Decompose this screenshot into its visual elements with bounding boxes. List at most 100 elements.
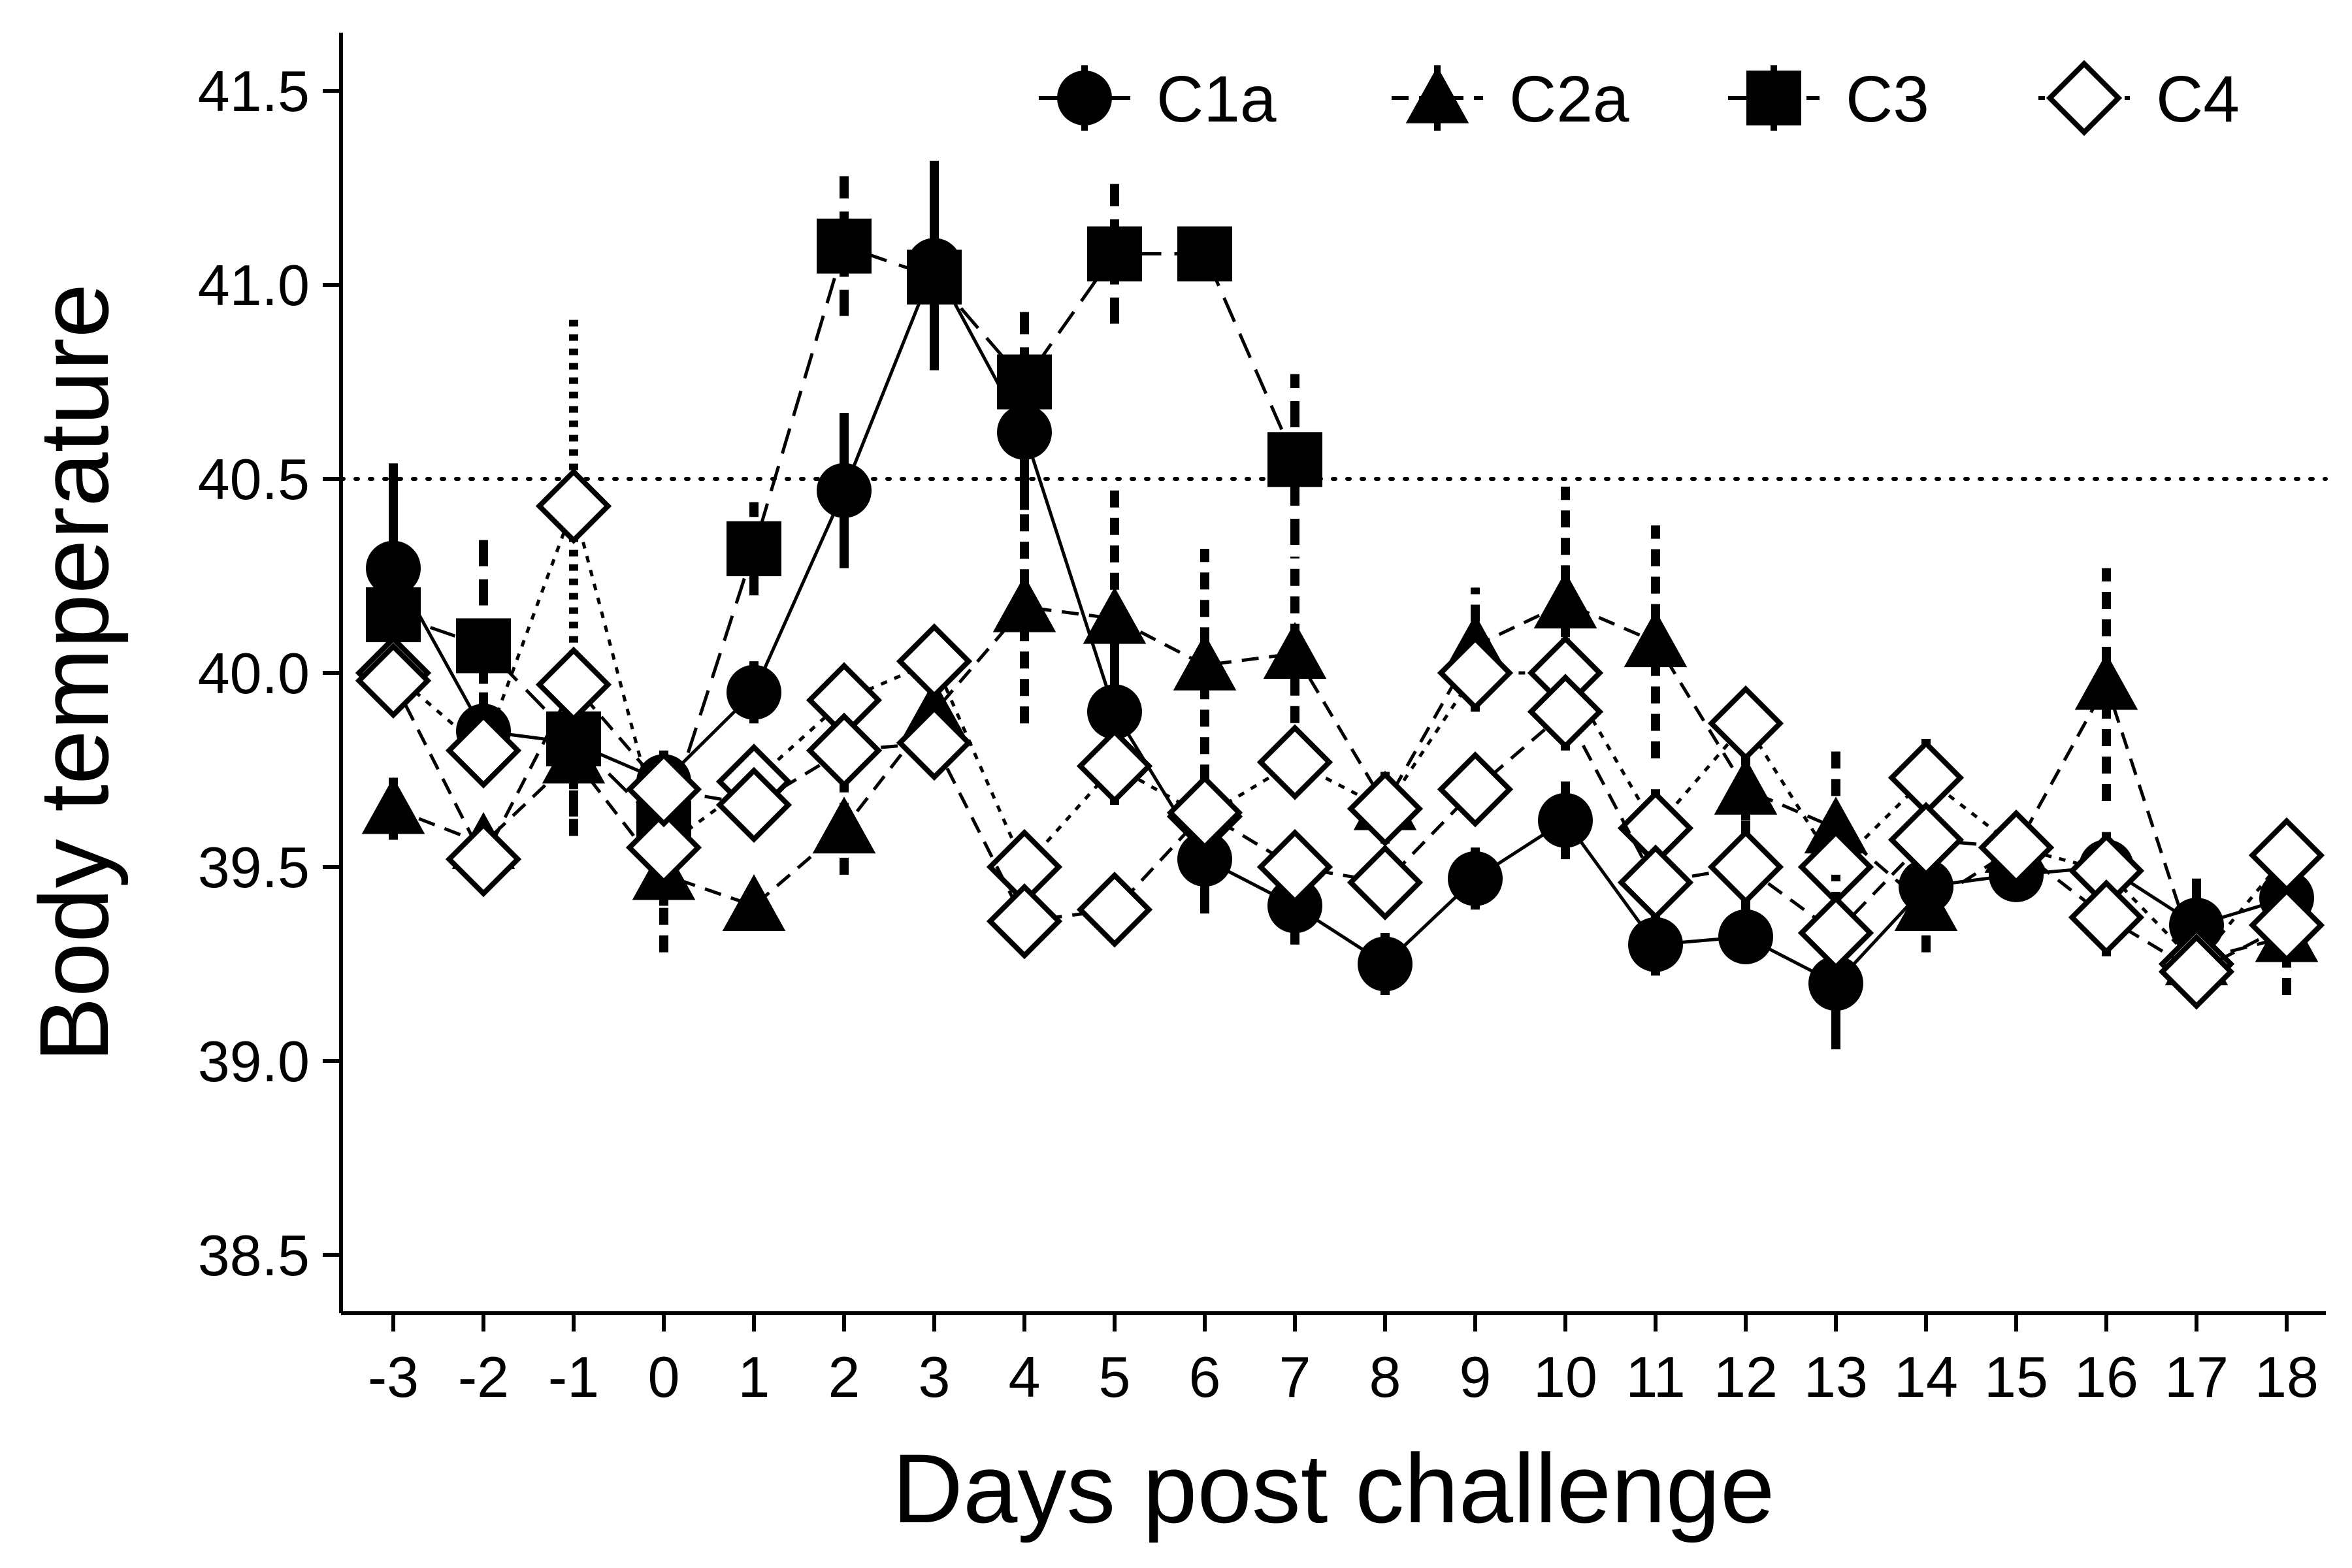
x-tick-label: 10: [1533, 1345, 1597, 1409]
data-point: [1533, 571, 1597, 629]
plot-area: [339, 161, 2328, 1050]
y-axis-title: Body temperature: [19, 284, 129, 1062]
x-tick-label: 2: [828, 1345, 860, 1409]
data-point: [366, 540, 421, 596]
legend-key-marker: [1057, 71, 1112, 125]
series-line: [392, 500, 2288, 967]
legend-item-c2a: C2a: [1392, 63, 1629, 136]
legend-key-marker: [1746, 71, 1801, 125]
data-point: [986, 883, 1063, 960]
x-tick-label: 0: [648, 1345, 680, 1409]
x-tick-label: 11: [1625, 1345, 1685, 1409]
data-point: [1173, 633, 1237, 691]
x-tick-label: 15: [1984, 1345, 2048, 1409]
data-point: [1714, 757, 1778, 815]
x-tick-label: 13: [1804, 1345, 1868, 1409]
data-point: [1256, 724, 1333, 800]
x-axis-ticks: -3 -2 -1 0 1 2 3 4 5 6 7 8 9 10 11 12 13 14 15 16 17 18: [368, 1313, 2319, 1409]
data-point: [1804, 796, 1868, 854]
data-point: [907, 250, 962, 305]
y-axis-ticks: 38.5 39.0 39.5 40.0 40.5 41.0 41.5: [198, 59, 341, 1288]
legend-key-marker: [2046, 59, 2123, 137]
data-point: [1437, 634, 1514, 711]
data-point: [2158, 934, 2235, 1010]
data-point: [1887, 802, 1965, 878]
data-point: [1718, 909, 1773, 964]
series-line: [391, 261, 2287, 986]
x-tick-label: -3: [368, 1345, 419, 1409]
data-point: [1347, 770, 1424, 847]
y-tick-label: 41.5: [198, 59, 310, 123]
data-point: [727, 521, 781, 576]
data-point: [445, 712, 522, 789]
x-tick-label: 17: [2164, 1345, 2229, 1409]
data-point: [1448, 851, 1503, 906]
data-point: [1166, 774, 1243, 851]
data-point: [896, 623, 973, 700]
x-tick-label: 5: [1099, 1345, 1131, 1409]
x-tick-label: -1: [548, 1345, 599, 1409]
data-point: [1437, 751, 1514, 828]
data-point: [625, 751, 702, 828]
legend-item-c4: C4: [2038, 59, 2240, 137]
data-point: [1894, 874, 1958, 932]
series-c4-second: [355, 642, 2325, 1010]
data-point: [997, 354, 1052, 410]
data-point: [806, 712, 883, 789]
y-tick-label: 38.5: [198, 1223, 310, 1288]
y-tick-label: 39.5: [198, 835, 310, 900]
x-tick-label: 16: [2074, 1345, 2138, 1409]
x-tick-label: 3: [919, 1345, 951, 1409]
data-point: [727, 664, 781, 720]
x-tick-label: 7: [1279, 1345, 1311, 1409]
data-point: [361, 777, 425, 834]
data-point: [1267, 432, 1322, 487]
x-tick-label: 8: [1369, 1345, 1401, 1409]
data-point: [817, 218, 872, 274]
data-point: [1978, 809, 2055, 886]
x-tick-label: 14: [1894, 1345, 1958, 1409]
data-point: [1624, 610, 1688, 668]
y-tick-label: 39.0: [198, 1029, 310, 1094]
legend-label: C4: [2156, 63, 2240, 136]
x-tick-label: 9: [1460, 1345, 1492, 1409]
data-point: [1538, 792, 1593, 848]
data-point: [366, 587, 421, 642]
data-point: [992, 575, 1056, 632]
y-tick-label: 41.0: [198, 253, 310, 318]
data-point: [722, 874, 786, 932]
legend-label: C3: [1846, 63, 1929, 136]
data-point: [1707, 685, 1784, 762]
data-point: [1358, 936, 1413, 992]
data-point: [1256, 828, 1333, 906]
series-line: [393, 601, 2287, 962]
data-point: [1628, 917, 1683, 972]
data-point: [715, 766, 792, 843]
x-tick-label: 12: [1714, 1345, 1778, 1409]
data-point: [1083, 587, 1147, 644]
data-point: [535, 646, 612, 723]
legend-label: C2a: [1509, 63, 1629, 136]
data-point: [817, 463, 872, 518]
x-tick-label: 6: [1189, 1345, 1221, 1409]
legend-key-marker: [1405, 66, 1469, 123]
data-point: [812, 796, 876, 854]
data-point: [1076, 872, 1153, 948]
data-point: [1076, 728, 1153, 804]
legend-item-c1a: C1a: [1039, 63, 1277, 136]
x-axis-title: Days post challenge: [892, 1433, 1775, 1543]
data-point: [355, 642, 432, 719]
data-point: [445, 821, 522, 898]
data-point: [1707, 828, 1784, 906]
data-point: [2068, 879, 2145, 956]
data-point: [1087, 226, 1142, 282]
data-point: [896, 704, 973, 781]
series-c3: [366, 176, 1322, 906]
x-tick-label: 18: [2255, 1345, 2319, 1409]
y-tick-label: 40.0: [198, 641, 310, 706]
data-point: [2074, 653, 2138, 710]
legend-label: C1a: [1156, 63, 1277, 136]
data-point: [535, 468, 612, 544]
